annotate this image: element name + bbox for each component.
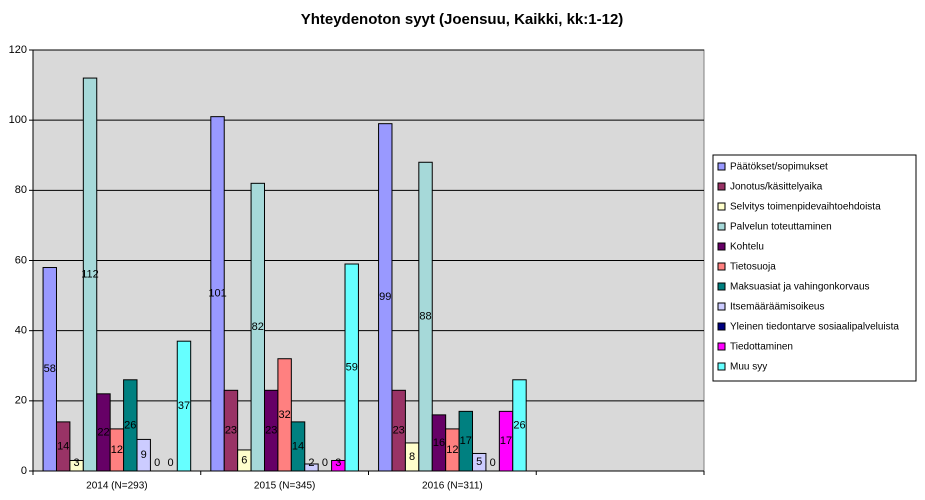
- value-label: 82: [252, 321, 264, 333]
- legend-swatch: [717, 282, 726, 291]
- value-label: 0: [490, 457, 496, 469]
- legend-swatch: [717, 202, 726, 211]
- bar: [344, 263, 359, 472]
- legend-swatch: [717, 342, 726, 351]
- bar: [123, 379, 138, 472]
- bar: [250, 182, 265, 472]
- y-tick-label: 100: [9, 114, 27, 126]
- value-label: 59: [346, 361, 358, 373]
- bar: [55, 421, 71, 472]
- bar: [176, 340, 192, 472]
- value-label: 99: [379, 291, 391, 303]
- x-tick-label: 2015 (N=345): [254, 481, 315, 492]
- value-label: 26: [513, 419, 525, 431]
- value-label: 12: [446, 444, 458, 456]
- bar: [378, 123, 393, 472]
- value-label: 23: [393, 425, 405, 437]
- legend-label: Maksuasiat ja vahingonkorvaus: [730, 282, 870, 293]
- value-label: 3: [74, 457, 80, 469]
- legend-box: [712, 154, 917, 382]
- value-label: 17: [500, 435, 512, 447]
- legend-swatch: [717, 162, 726, 171]
- legend-swatch: [717, 322, 726, 331]
- y-tick-label: 60: [15, 254, 27, 266]
- bar: [290, 421, 306, 472]
- chart-title: Yhteydenoton syyt (Joensuu, Kaikki, kk:1…: [301, 11, 624, 28]
- legend-swatch: [717, 302, 726, 311]
- legend-label: Itsemääräämisoikeus: [730, 302, 824, 313]
- bar: [458, 410, 474, 472]
- bar: [304, 463, 319, 472]
- legend-swatch: [717, 262, 726, 271]
- y-tick-label: 0: [21, 465, 27, 477]
- x-tick-label: 2016 (N=311): [422, 481, 483, 492]
- value-label: 37: [178, 400, 190, 412]
- bar: [277, 358, 292, 472]
- bar: [82, 77, 98, 472]
- bar: [418, 161, 433, 472]
- bar: [42, 267, 57, 472]
- value-label: 101: [208, 288, 226, 300]
- bar: [391, 389, 406, 472]
- legend-swatch: [717, 242, 726, 251]
- bar: [136, 438, 151, 472]
- value-label: 5: [476, 456, 482, 468]
- value-label: 8: [409, 451, 415, 463]
- value-label: 0: [154, 457, 160, 469]
- value-label: 14: [57, 440, 69, 452]
- value-label: 88: [419, 311, 431, 323]
- y-tick-label: 120: [9, 44, 27, 56]
- value-label: 2: [308, 457, 314, 469]
- bar: [210, 116, 225, 472]
- value-label: 22: [97, 426, 109, 438]
- value-label: 6: [241, 454, 247, 466]
- y-tick-label: 40: [15, 325, 27, 337]
- bar: [512, 379, 527, 472]
- y-tick-label: 20: [15, 395, 27, 407]
- value-label: 14: [292, 440, 304, 452]
- value-label: 26: [124, 419, 136, 431]
- legend-label: Muu syy: [730, 362, 767, 373]
- value-label: 12: [111, 444, 123, 456]
- legend-label: Tietosuoja: [730, 262, 776, 273]
- value-label: 0: [167, 457, 173, 469]
- legend-label: Tiedottaminen: [730, 342, 793, 353]
- legend-label: Jonotus/käsittelyaika: [730, 182, 823, 193]
- bar: [223, 389, 239, 472]
- legend-label: Päätökset/sopimukset: [730, 162, 828, 173]
- value-label: 0: [322, 457, 328, 469]
- y-tick-label: 80: [15, 184, 27, 196]
- legend-label: Yleinen tiedontarve sosiaalipalveluista: [730, 322, 899, 333]
- value-label: 58: [44, 363, 56, 375]
- legend-label: Palvelun toteuttaminen: [730, 222, 832, 233]
- value-label: 23: [265, 425, 277, 437]
- legend-swatch: [717, 362, 726, 371]
- legend-label: Kohtelu: [730, 242, 764, 253]
- x-tick-label: 2014 (N=293): [86, 481, 147, 492]
- value-label: 9: [141, 449, 147, 461]
- value-label: 16: [433, 437, 445, 449]
- value-label: 112: [81, 268, 99, 280]
- value-label: 17: [460, 435, 472, 447]
- legend-swatch: [717, 222, 726, 231]
- legend-label: Selvitys toimenpidevaihtoehdoista: [730, 202, 881, 213]
- bar: [472, 452, 487, 472]
- value-label: 23: [225, 425, 237, 437]
- value-label: 32: [279, 409, 291, 421]
- legend-swatch: [717, 182, 726, 191]
- value-label: 3: [335, 457, 341, 469]
